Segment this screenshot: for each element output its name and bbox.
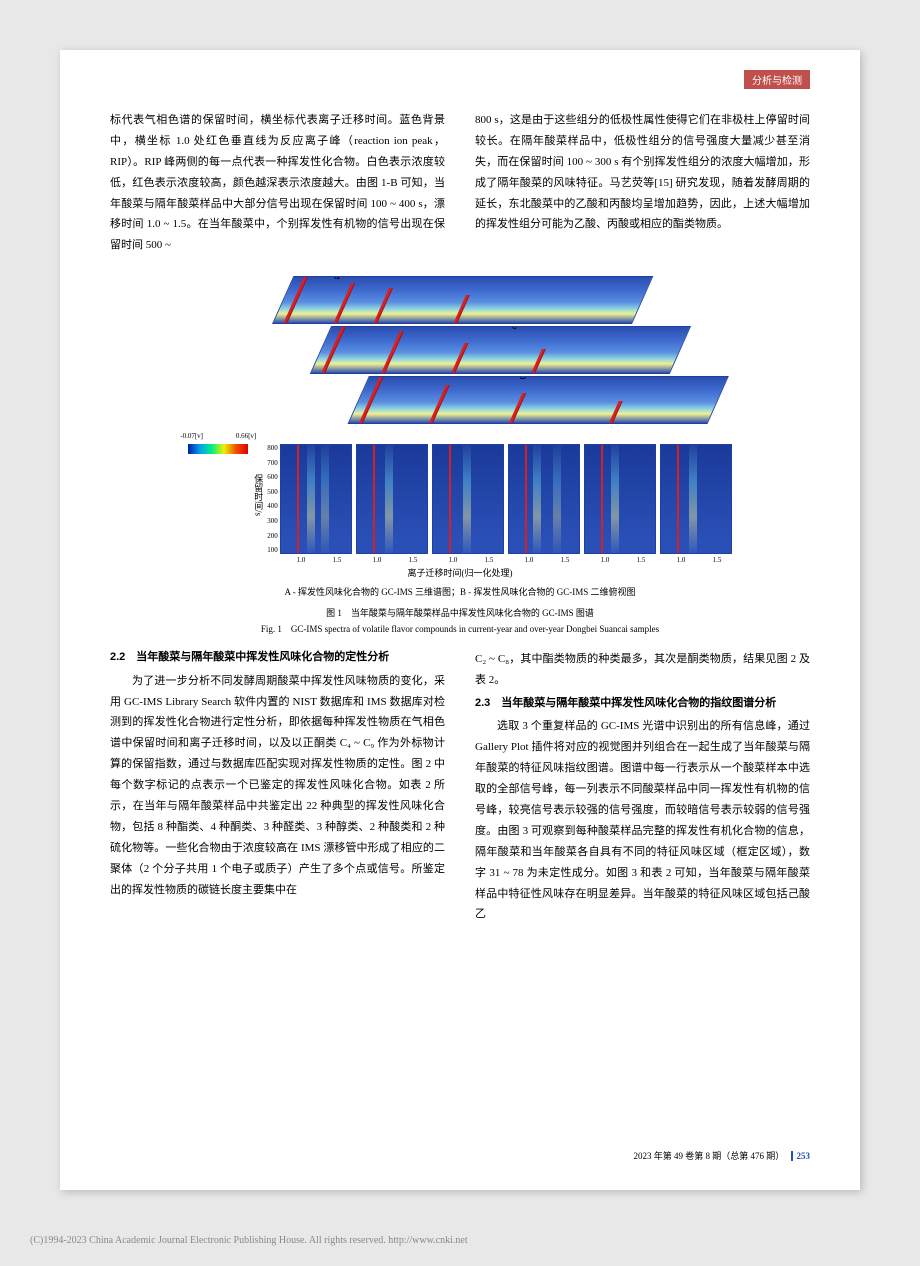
plane-label-A: A bbox=[274, 276, 281, 282]
panel-A: A bbox=[508, 444, 580, 554]
footer-issue: 2023 年第 49 卷第 8 期（总第 476 期） bbox=[633, 1151, 784, 1161]
ridge bbox=[381, 331, 403, 373]
top-columns: 标代表气相色谱的保留时间，横坐标代表离子迁移时间。蓝色背景中，横坐标 1.0 处… bbox=[110, 110, 810, 256]
colorbar-wrap: -0.07[v] 0.66[v] bbox=[188, 444, 252, 554]
footer: 2023 年第 49 卷第 8 期（总第 476 期） 253 bbox=[633, 1149, 810, 1162]
bottom-columns: 2.2 当年酸菜与隔年酸菜中挥发性风味化合物的定性分析 为了进一步分析不同发酵周… bbox=[110, 649, 810, 925]
plane-label-c: c bbox=[512, 326, 517, 332]
plane-label-a: a bbox=[334, 276, 340, 282]
fig1-3d: A a c B B C bbox=[162, 266, 758, 436]
ridge bbox=[453, 295, 468, 323]
ridge bbox=[609, 401, 622, 423]
xtick: 1.01.5 bbox=[359, 556, 431, 564]
xtick: 1.01.5 bbox=[283, 556, 355, 564]
bottom-left-col: 2.2 当年酸菜与隔年酸菜中挥发性风味化合物的定性分析 为了进一步分析不同发酵周… bbox=[110, 649, 445, 925]
panel-b: b bbox=[356, 444, 428, 554]
ytick: 300 bbox=[267, 517, 278, 525]
plane-a: A a bbox=[272, 276, 653, 324]
cb-max: 0.66[v] bbox=[236, 432, 256, 440]
streak bbox=[533, 445, 541, 553]
ytick: 100 bbox=[267, 546, 278, 554]
ridge bbox=[451, 343, 467, 373]
xtick: 1.01.5 bbox=[511, 556, 583, 564]
fig-caption-en: Fig. 1 GC-IMS spectra of volatile flavor… bbox=[110, 622, 810, 635]
page: 分析与检测 标代表气相色谱的保留时间，横坐标代表离子迁移时间。蓝色背景中，横坐标… bbox=[60, 50, 860, 1190]
section-2-3-title: 2.3 当年酸菜与隔年酸菜中挥发性风味化合物的指纹图谱分析 bbox=[475, 695, 810, 713]
ridge bbox=[283, 276, 312, 323]
streak bbox=[385, 445, 393, 553]
ytick: 200 bbox=[267, 532, 278, 540]
fig-caption-sub: A - 挥发性风味化合物的 GC-IMS 三维谱图；B - 挥发性风味化合物的 … bbox=[110, 585, 810, 599]
rip-line bbox=[677, 445, 679, 553]
ridge bbox=[429, 385, 449, 423]
section-2-2-title: 2.2 当年酸菜与隔年酸菜中挥发性风味化合物的定性分析 bbox=[110, 649, 445, 667]
colorbar-labels: -0.07[v] 0.66[v] bbox=[180, 432, 256, 440]
rip-line bbox=[449, 445, 451, 553]
category-badge: 分析与检测 bbox=[744, 70, 810, 89]
streak bbox=[689, 445, 697, 553]
section-2-3-text: 选取 3 个重复样品的 GC-IMS 光谱中识别出的所有信息峰，通过 Galle… bbox=[475, 716, 810, 925]
ridge bbox=[321, 326, 349, 373]
page-number: 253 bbox=[791, 1151, 811, 1161]
xtick: 1.01.5 bbox=[435, 556, 507, 564]
panel-c: c bbox=[432, 444, 504, 554]
ridge bbox=[531, 349, 545, 373]
ridge bbox=[359, 376, 386, 423]
panel-B: B bbox=[584, 444, 656, 554]
x-ticks-row: 1.01.5 1.01.5 1.01.5 1.01.5 1.01.5 1.01.… bbox=[110, 556, 810, 564]
xtick: 1.01.5 bbox=[587, 556, 659, 564]
plane-label-B2: B bbox=[520, 376, 527, 382]
ridge bbox=[373, 288, 392, 323]
rip-line bbox=[525, 445, 527, 553]
section-2-2-text: 为了进一步分析不同发酵周期酸菜中挥发性风味物质的变化，采用 GC-IMS Lib… bbox=[110, 671, 445, 901]
ridge bbox=[333, 283, 354, 323]
plane-c: B C bbox=[347, 376, 728, 424]
streak bbox=[553, 445, 561, 553]
ytick: 600 bbox=[267, 473, 278, 481]
rip-line bbox=[373, 445, 375, 553]
rip-line bbox=[601, 445, 603, 553]
streak bbox=[307, 445, 315, 553]
y-ticks: 800 700 600 500 400 300 200 100 bbox=[267, 444, 278, 554]
figure-1: A a c B B C bbox=[110, 266, 810, 635]
cb-min: -0.07[v] bbox=[180, 432, 203, 440]
streak bbox=[321, 445, 329, 553]
right-top-continuation: C₂ ~ C₈，其中酯类物质的种类最多，其次是酮类物质，结果见图 2 及表 2。 bbox=[475, 649, 810, 691]
streak bbox=[611, 445, 619, 553]
streak bbox=[463, 445, 471, 553]
y-axis-label: 保留时间/s bbox=[252, 474, 265, 516]
xtick: 1.01.5 bbox=[663, 556, 735, 564]
panel-a: a bbox=[280, 444, 352, 554]
panels: a b c A bbox=[280, 444, 732, 554]
colorbar: -0.07[v] 0.66[v] bbox=[188, 444, 248, 454]
rip-line bbox=[297, 445, 299, 553]
ridge bbox=[509, 393, 525, 423]
fig1-2d-row: -0.07[v] 0.66[v] 保留时间/s 800 700 600 500 … bbox=[110, 436, 810, 554]
panel-C: C bbox=[660, 444, 732, 554]
ytick: 400 bbox=[267, 502, 278, 510]
copyright-line: (C)1994-2023 China Academic Journal Elec… bbox=[30, 1235, 468, 1246]
x-axis-label: 离子迁移时间(归一化处理) bbox=[110, 566, 810, 579]
ytick: 500 bbox=[267, 488, 278, 496]
fig-caption-cn: 图 1 当年酸菜与隔年酸菜样品中挥发性风味化合物的 GC-IMS 图谱 bbox=[110, 606, 810, 620]
ytick: 700 bbox=[267, 459, 278, 467]
plane-b: c B bbox=[310, 326, 691, 374]
ytick: 800 bbox=[267, 444, 278, 452]
top-right-col: 800 s，这是由于这些组分的低极性属性使得它们在非极柱上停留时间较长。在隔年酸… bbox=[475, 110, 810, 256]
bottom-right-col: C₂ ~ C₈，其中酯类物质的种类最多，其次是酮类物质，结果见图 2 及表 2。… bbox=[475, 649, 810, 925]
top-left-col: 标代表气相色谱的保留时间，横坐标代表离子迁移时间。蓝色背景中，横坐标 1.0 处… bbox=[110, 110, 445, 256]
